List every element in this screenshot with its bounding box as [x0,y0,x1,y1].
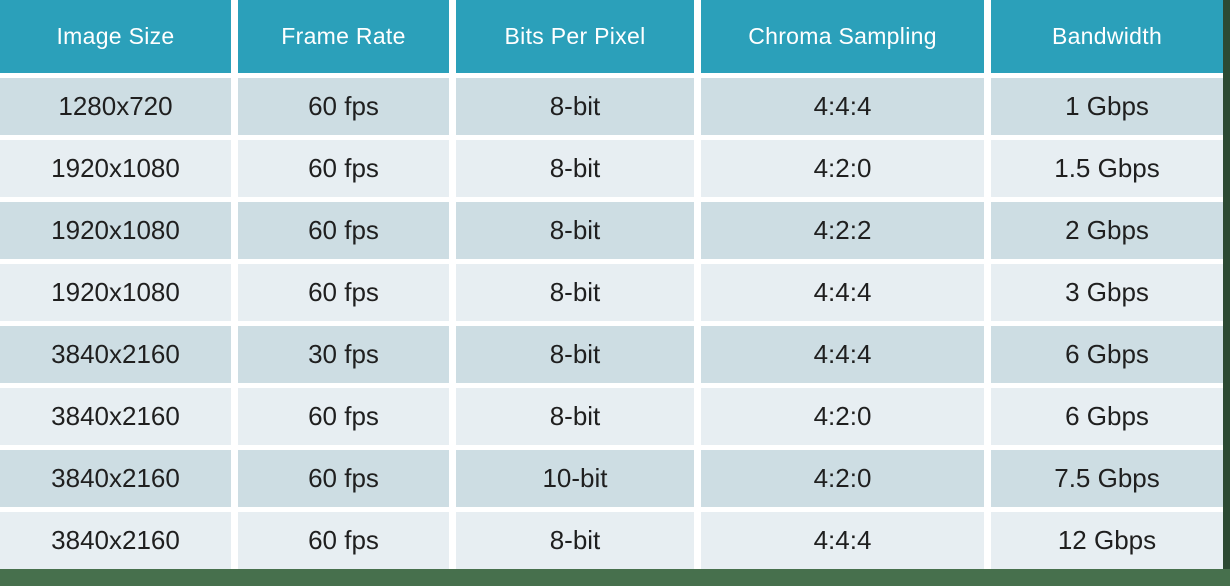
table-cell-bandwidth: 12 Gbps [991,512,1223,569]
table-cell-bits-per-pixel: 10-bit [456,450,694,507]
column-header-bits-per-pixel: Bits Per Pixel [456,0,694,73]
table-cell-frame-rate: 60 fps [238,202,449,259]
table-cell-chroma-sampling: 4:2:2 [701,202,984,259]
column-header-image-size: Image Size [0,0,231,73]
table-cell-bandwidth: 1 Gbps [991,78,1223,135]
table-cell-image-size: 3840x2160 [0,388,231,445]
table-cell-image-size: 3840x2160 [0,326,231,383]
table-cell-chroma-sampling: 4:4:4 [701,512,984,569]
table-cell-bits-per-pixel: 8-bit [456,264,694,321]
table-cell-bandwidth: 2 Gbps [991,202,1223,259]
table-cell-bandwidth: 6 Gbps [991,388,1223,445]
table-cell-image-size: 3840x2160 [0,512,231,569]
table-cell-frame-rate: 60 fps [238,78,449,135]
table-cell-frame-rate: 60 fps [238,450,449,507]
table-cell-chroma-sampling: 4:2:0 [701,140,984,197]
table-cell-image-size: 1920x1080 [0,202,231,259]
right-edge-strip [1223,0,1230,569]
table-cell-chroma-sampling: 4:2:0 [701,450,984,507]
column-header-bandwidth: Bandwidth [991,0,1223,73]
table-cell-image-size: 1920x1080 [0,264,231,321]
table-cell-image-size: 1920x1080 [0,140,231,197]
table-cell-bandwidth: 3 Gbps [991,264,1223,321]
table-cell-bandwidth: 1.5 Gbps [991,140,1223,197]
column-header-frame-rate: Frame Rate [238,0,449,73]
table-cell-bits-per-pixel: 8-bit [456,326,694,383]
table-cell-bits-per-pixel: 8-bit [456,140,694,197]
table-cell-chroma-sampling: 4:4:4 [701,78,984,135]
table-cell-frame-rate: 30 fps [238,326,449,383]
table-cell-bits-per-pixel: 8-bit [456,512,694,569]
bottom-green-bar [0,569,1230,586]
table-cell-chroma-sampling: 4:4:4 [701,326,984,383]
table-cell-image-size: 3840x2160 [0,450,231,507]
column-header-chroma-sampling: Chroma Sampling [701,0,984,73]
table-cell-frame-rate: 60 fps [238,140,449,197]
table-cell-frame-rate: 60 fps [238,264,449,321]
table-cell-chroma-sampling: 4:2:0 [701,388,984,445]
video-bandwidth-table: Image Size Frame Rate Bits Per Pixel Chroma… [0,0,1223,569]
table-cell-bandwidth: 7.5 Gbps [991,450,1223,507]
table-cell-frame-rate: 60 fps [238,512,449,569]
table-cell-bits-per-pixel: 8-bit [456,78,694,135]
table-cell-bits-per-pixel: 8-bit [456,388,694,445]
table-cell-chroma-sampling: 4:4:4 [701,264,984,321]
table-cell-bandwidth: 6 Gbps [991,326,1223,383]
table-cell-image-size: 1280x720 [0,78,231,135]
table-cell-bits-per-pixel: 8-bit [456,202,694,259]
table-cell-frame-rate: 60 fps [238,388,449,445]
